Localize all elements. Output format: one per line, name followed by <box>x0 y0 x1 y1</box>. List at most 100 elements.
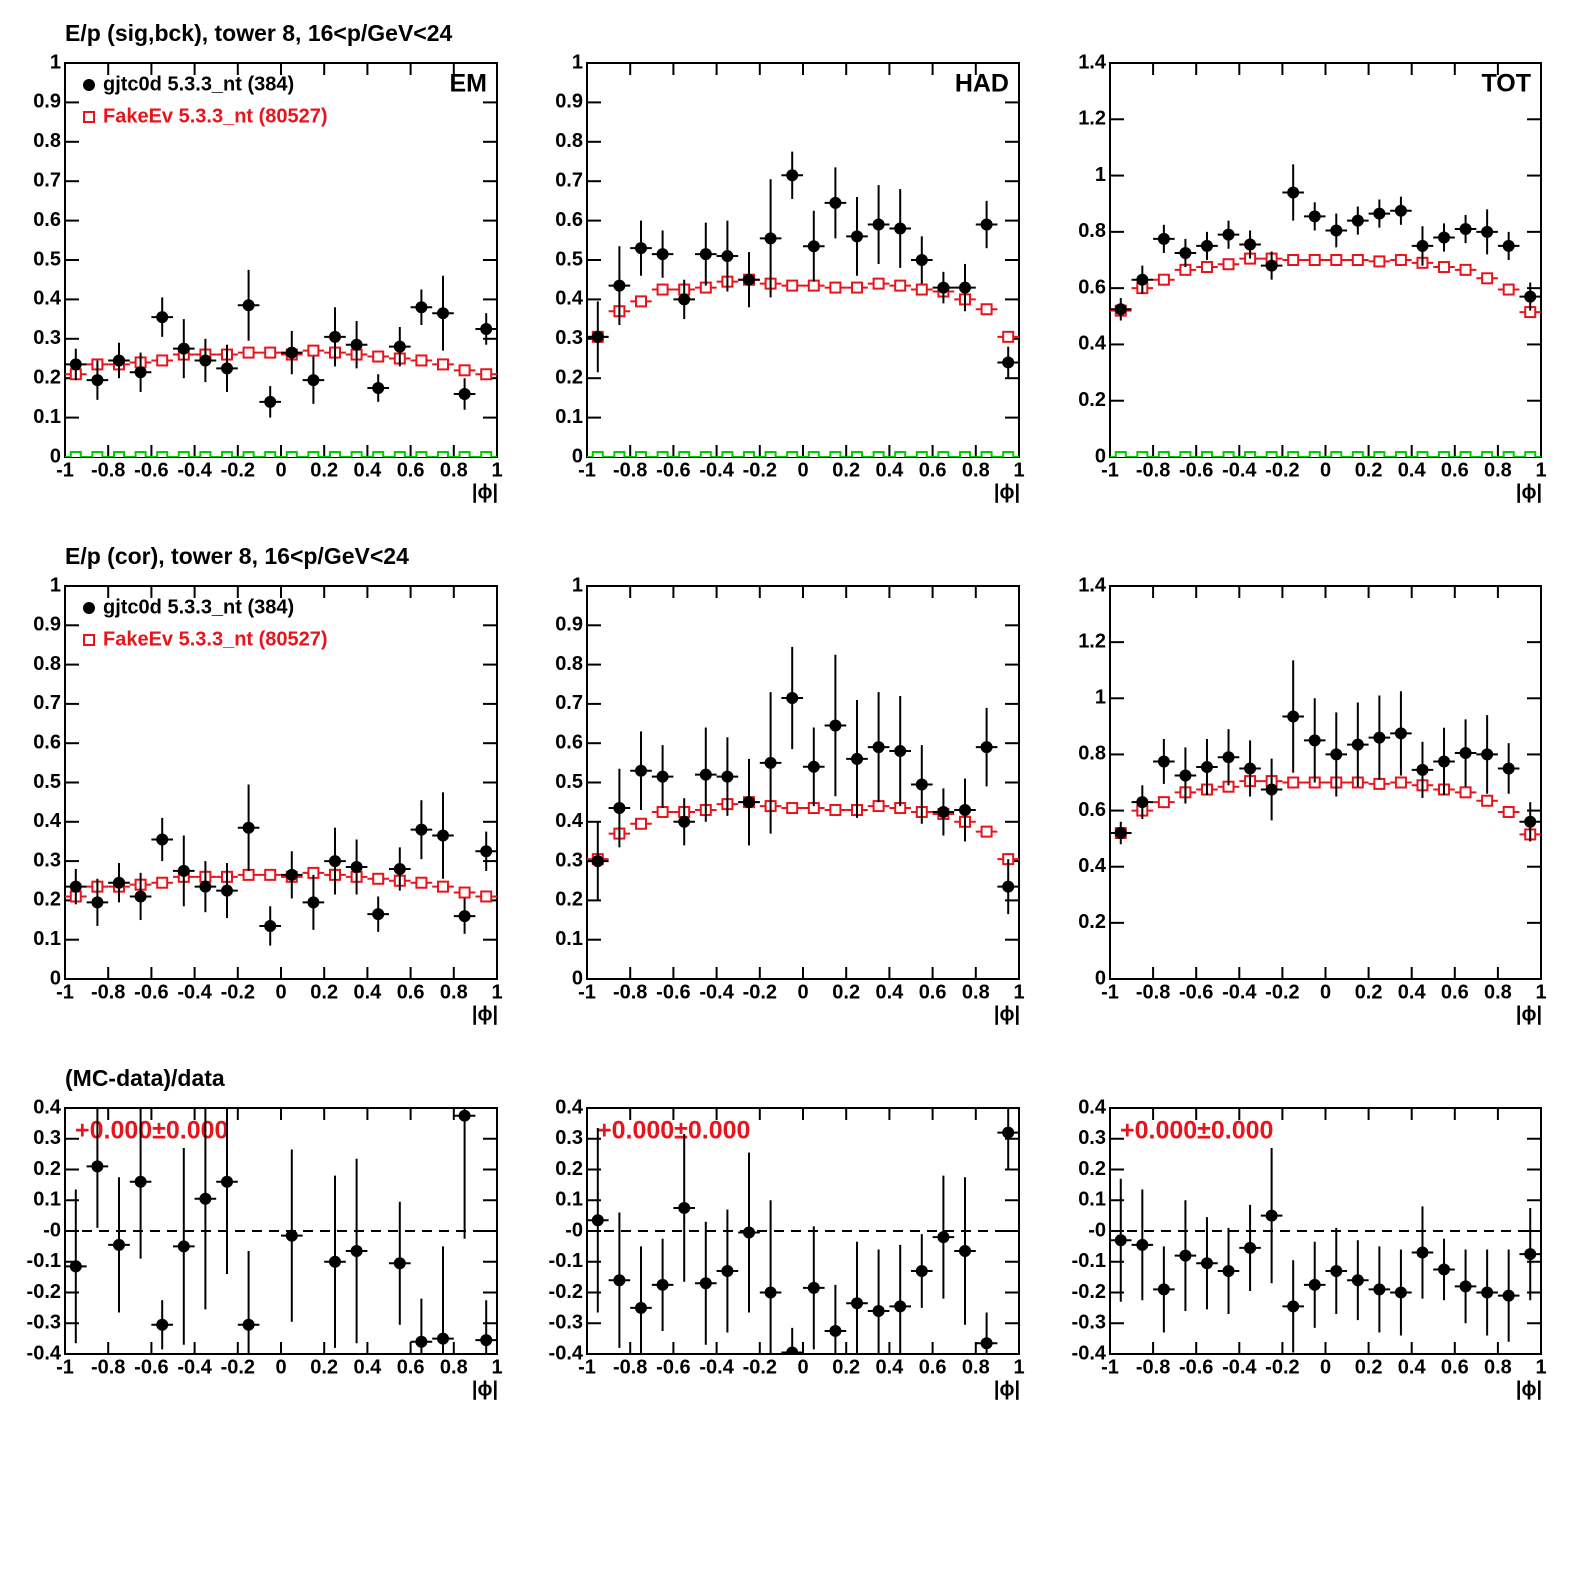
x-tick-label: 0 <box>275 1356 286 1378</box>
data-point <box>1287 186 1300 199</box>
data-point <box>1222 228 1235 241</box>
y-tick-label: 0.5 <box>33 771 61 793</box>
y-tick-label: 0 <box>572 967 583 989</box>
y-tick-label: 0.7 <box>33 692 61 714</box>
data-point <box>743 273 755 286</box>
panel: +0.000±0.000 |ϕ| -1 -0.8 -0.6 -0.4 -0.2 0 0.2 0.4… <box>549 1096 1025 1400</box>
data-point <box>264 395 277 408</box>
y-tick-label: 0.8 <box>33 653 61 675</box>
y-tick-label: 0.6 <box>1078 276 1106 298</box>
data-point <box>1114 303 1127 316</box>
data-point <box>1524 815 1537 828</box>
x-tick-label: 0.8 <box>1484 1356 1512 1378</box>
y-tick-label: 0.4 <box>1078 333 1107 355</box>
data-point <box>1351 254 1364 266</box>
x-tick-label: -0.4 <box>177 981 212 1003</box>
data-point <box>1265 783 1278 796</box>
y-tick-label: 1 <box>572 51 583 73</box>
data-point <box>307 451 320 457</box>
plot-frame <box>64 1107 498 1355</box>
x-tick-label: -0.8 <box>1136 459 1170 481</box>
panel: HAD |ϕ| -1 -0.8 -0.6 -0.4 -0.2 0 0.2 0.4 0.6 0.8 1 0 0… <box>555 51 1024 503</box>
data-point <box>415 301 428 314</box>
data-point <box>83 111 95 123</box>
data-point <box>156 876 169 889</box>
data-point <box>1002 451 1015 457</box>
x-tick-label: -1 <box>578 459 596 481</box>
data-point <box>329 330 341 343</box>
data-point <box>1136 1238 1149 1251</box>
data-point <box>937 805 950 818</box>
data-point <box>829 719 842 732</box>
data-point <box>872 277 885 290</box>
data-point <box>1373 1283 1386 1296</box>
y-tick-label: 0.2 <box>1078 1158 1106 1180</box>
legend-label: gjtc0d 5.3.3_nt (384) <box>103 73 294 95</box>
plot-area <box>65 1108 497 1354</box>
data-point <box>613 1274 626 1287</box>
data-point <box>1502 239 1515 252</box>
data-point <box>678 1201 691 1214</box>
data-point <box>959 451 971 457</box>
data-point <box>1157 796 1170 809</box>
data-point <box>807 451 820 457</box>
x-tick-label: 0.4 <box>1398 1356 1427 1378</box>
data-point <box>1308 210 1321 223</box>
data-point <box>1438 755 1451 768</box>
data-point <box>1351 214 1364 227</box>
data-point <box>743 796 755 809</box>
data-point <box>221 1175 233 1188</box>
data-point <box>1222 1264 1235 1277</box>
x-tick-label: -1 <box>56 459 74 481</box>
y-tick-label: 0.6 <box>1078 799 1106 821</box>
x-tick-label: 0.2 <box>1355 1356 1383 1378</box>
data-point <box>1330 748 1343 761</box>
data-point <box>307 896 320 909</box>
x-tick-label: -0.8 <box>613 1356 647 1378</box>
y-tick-label: 0.2 <box>33 889 61 911</box>
y-tick-label: 1.2 <box>1078 630 1106 652</box>
data-point <box>329 855 341 868</box>
annotation: +0.000±0.000 <box>597 1117 750 1145</box>
data-point <box>786 692 799 705</box>
y-tick-label: 0.7 <box>555 169 583 191</box>
x-tick-label: 0.2 <box>310 981 338 1003</box>
data-point <box>872 451 885 457</box>
data-point <box>372 872 385 885</box>
data-point <box>1373 207 1386 220</box>
x-tick-label: 1 <box>1535 981 1546 1003</box>
data-point <box>656 805 669 818</box>
y-tick-label: 0.4 <box>33 810 62 832</box>
data-point <box>437 1332 449 1345</box>
x-axis-label: |ϕ| <box>994 481 1020 503</box>
data-point <box>1002 356 1015 369</box>
data-point <box>91 896 104 909</box>
data-point <box>1459 747 1472 760</box>
data-point <box>1157 755 1170 768</box>
y-tick-label: 0.4 <box>33 1096 62 1118</box>
y-tick-label: 0 <box>50 967 61 989</box>
x-tick-label: 0.4 <box>353 981 382 1003</box>
data-point <box>829 1324 842 1337</box>
data-point <box>1438 261 1451 274</box>
y-tick-label: 0.1 <box>555 406 583 428</box>
data-point <box>1244 1241 1257 1254</box>
x-tick-label: -0.6 <box>1179 981 1213 1003</box>
x-tick-label: -0.6 <box>1179 1356 1213 1378</box>
data-point <box>613 802 626 815</box>
y-tick-label: 0.9 <box>555 91 583 113</box>
x-tick-label: -0.6 <box>1179 459 1213 481</box>
data-point <box>786 451 799 457</box>
x-tick-label: -0.4 <box>699 981 734 1003</box>
x-tick-label: 0.8 <box>440 981 468 1003</box>
data-point <box>350 860 363 873</box>
y-tick-label: 0.3 <box>555 1127 583 1149</box>
data-point <box>177 1240 190 1253</box>
x-tick-label: -0.6 <box>134 1356 168 1378</box>
data-point <box>656 283 669 296</box>
x-tick-label: -1 <box>1101 459 1119 481</box>
data-point <box>393 1257 406 1270</box>
data-point <box>937 281 950 294</box>
y-tick-label: 0.5 <box>555 771 583 793</box>
